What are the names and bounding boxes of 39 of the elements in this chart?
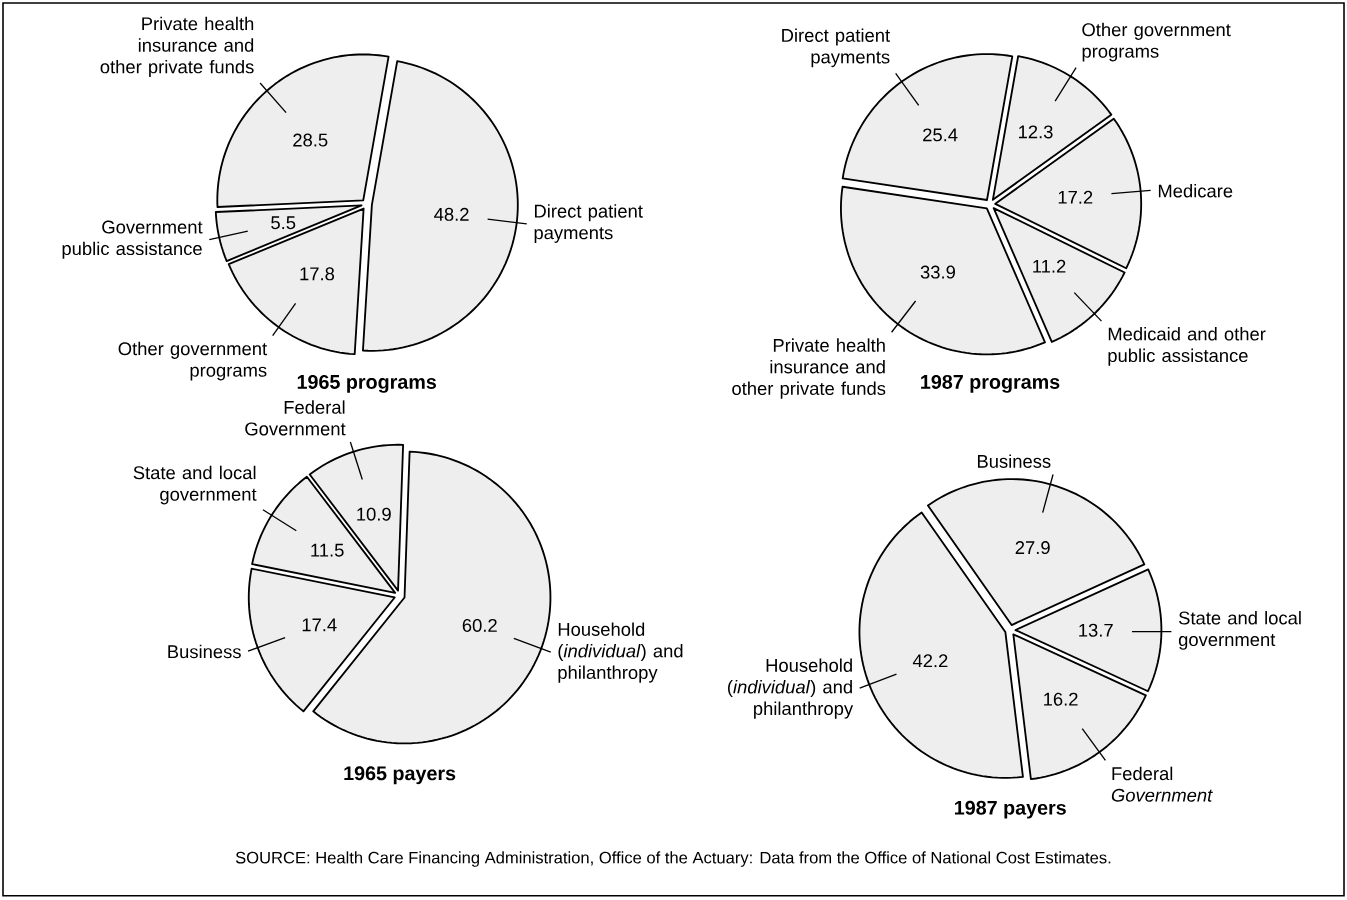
- data-label: 25.4: [923, 128, 958, 142]
- data-label: 12.3: [1019, 125, 1053, 139]
- slice-label: Private health insurance and other private funds: [100, 16, 254, 77]
- data-label: 33.9: [920, 265, 955, 279]
- data-label: 27.9: [1015, 540, 1050, 554]
- slice-label: Federal Government: [1111, 766, 1213, 802]
- text: 1965 payers: [344, 766, 456, 785]
- data-label: 48.2: [434, 207, 469, 221]
- data-label: 28.5: [293, 133, 328, 147]
- slice-label: Direct patient payments: [534, 204, 643, 243]
- slice-label: Government public assistance: [62, 220, 203, 259]
- slice-label: Other government programs: [1082, 22, 1231, 62]
- source-note: SOURCE: Health Care Financing Administration, Office of the Actuary: Data from the Office of National Cost Estimates.: [235, 851, 1111, 867]
- data-label: 16.2: [1044, 692, 1078, 706]
- data-label: 42.2: [912, 654, 948, 667]
- text: 1987 payers: [955, 800, 1066, 819]
- data-label: 17.4: [302, 618, 337, 632]
- slice-label: Other government programs: [118, 341, 268, 381]
- slice-label: State and local government: [133, 465, 257, 505]
- data-label: 17.8: [300, 267, 335, 281]
- slice-label: Household (individual) and philanthropy: [558, 622, 683, 683]
- slice-label: State and local government: [1178, 610, 1301, 650]
- slice-label: Medicare: [1158, 183, 1233, 198]
- category-label: Household (individual) and philanthropy: [728, 658, 854, 719]
- text: 1987 programs: [921, 374, 1060, 393]
- data-label: 10.9: [357, 507, 391, 521]
- slice-label: Medicaid and other public assistance: [1108, 326, 1266, 366]
- slice-label: Direct patient payments: [782, 28, 890, 68]
- data-label: 13.7: [1079, 623, 1113, 637]
- data-label: 60.2: [462, 618, 497, 632]
- slice-label: Private health insurance and other private funds: [732, 338, 886, 399]
- data-label: 11.5: [311, 543, 344, 557]
- data-label: 17.2: [1058, 190, 1093, 204]
- data-label: 5.5: [271, 216, 296, 230]
- data-label: 11.2: [1033, 259, 1066, 273]
- slice-label: Business: [977, 454, 1051, 468]
- slice-label: Business: [168, 644, 241, 659]
- slice-label: Federal Government: [245, 400, 346, 436]
- text: 1965 programs: [297, 374, 436, 393]
